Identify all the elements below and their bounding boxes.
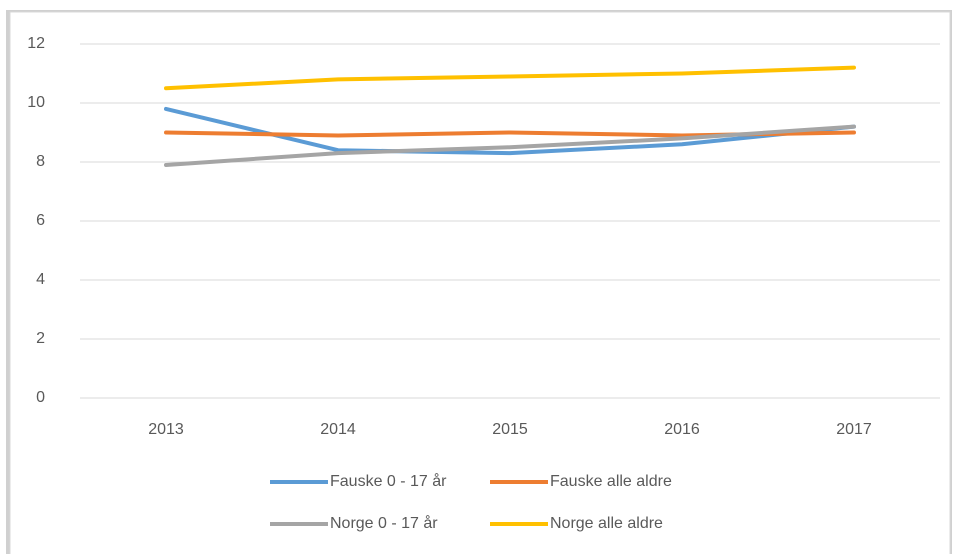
series-line (164, 65, 856, 91)
x-tick-label: 2014 (320, 421, 356, 438)
chart-frame (9, 11, 951, 558)
y-tick-label: 2 (36, 330, 45, 347)
y-tick-label: 4 (36, 271, 45, 288)
y-tick-label: 6 (36, 212, 45, 229)
x-tick-label: 2016 (664, 421, 700, 438)
legend-label: Fauske 0 - 17 år (330, 472, 447, 490)
x-tick-label: 2017 (836, 421, 872, 438)
x-tick-label: 2015 (492, 421, 528, 438)
x-tick-label: 2013 (148, 421, 184, 438)
legend-label: Fauske alle aldre (550, 473, 672, 490)
legend-label: Norge 0 - 17 år (330, 514, 438, 532)
series-line (164, 124, 856, 167)
y-tick-label: 8 (36, 153, 45, 170)
y-tick-label: 12 (27, 35, 45, 52)
legend-label: Norge alle aldre (550, 515, 663, 532)
y-tick-label: 0 (36, 389, 45, 406)
y-tick-label: 10 (27, 94, 45, 111)
